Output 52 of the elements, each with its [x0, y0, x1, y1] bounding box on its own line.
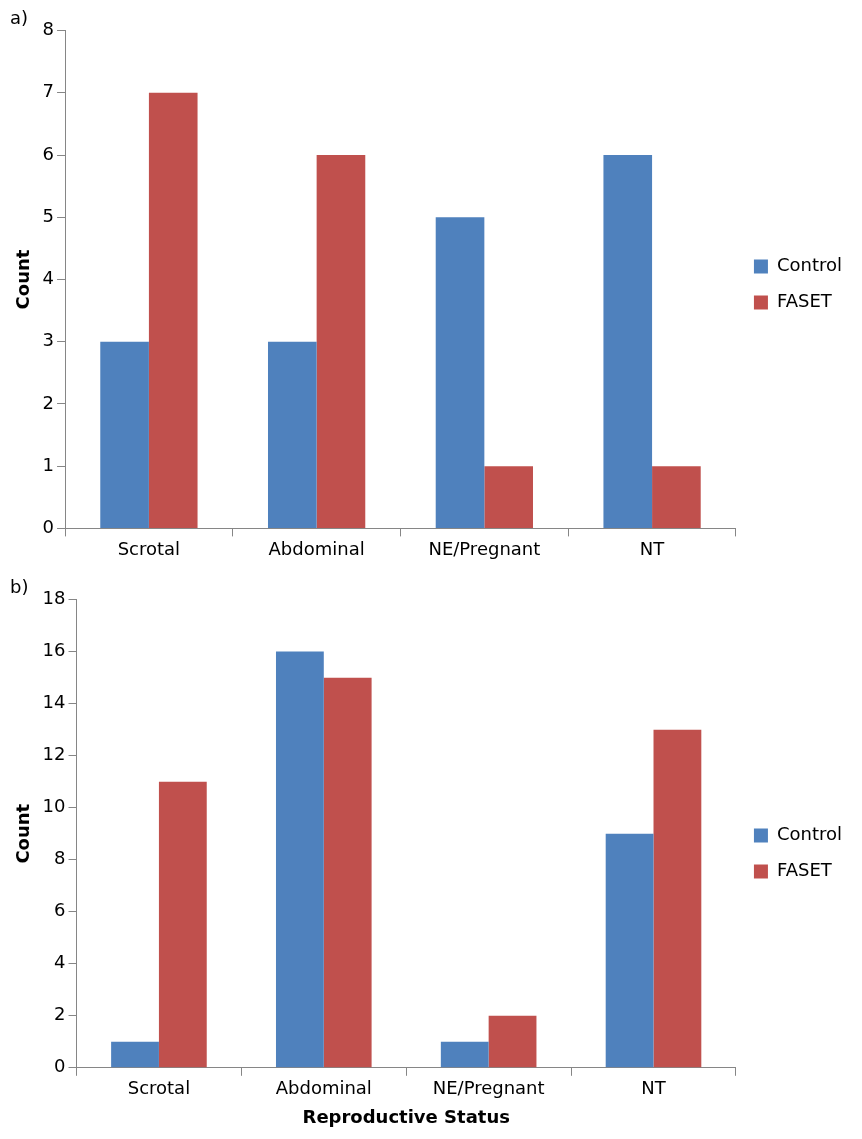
x-tick-label: Abdominal: [268, 537, 365, 559]
y-tick-label: 8: [42, 18, 55, 40]
bar: [605, 833, 654, 1068]
y-tick-label: 6: [54, 899, 66, 921]
y-tick-label: 10: [42, 795, 66, 817]
y-tick-label: 4: [54, 951, 66, 973]
bar: [100, 341, 149, 528]
bar: [488, 1015, 537, 1068]
y-tick-label: 7: [42, 80, 55, 102]
y-tick-label: 12: [42, 743, 66, 765]
legend-label: Control: [776, 254, 843, 276]
y-tick-label: 2: [42, 391, 55, 413]
y-tick-label: 0: [42, 516, 55, 538]
y-tick-label: 14: [42, 691, 66, 713]
x-tick-label: NE/Pregnant: [432, 1077, 545, 1099]
bar: [111, 1041, 159, 1068]
bar: [316, 155, 366, 528]
chart-title: a): [10, 7, 29, 29]
chart-title: b): [10, 576, 29, 598]
bar: [484, 466, 533, 528]
bar: [652, 466, 701, 528]
y-axis-title: Count: [12, 803, 34, 864]
bar: [267, 341, 317, 528]
x-tick-label: Scrotal: [117, 537, 181, 559]
y-tick-label: 3: [42, 329, 55, 351]
bar: [323, 677, 372, 1068]
x-tick-label: NE/Pregnant: [428, 537, 541, 559]
y-axis-title: Count: [12, 249, 34, 310]
legend-label: FASET: [776, 859, 833, 881]
y-tick-label: 18: [42, 587, 66, 609]
y-tick-label: 16: [42, 639, 66, 661]
bar: [275, 651, 324, 1068]
legend-label: Control: [776, 823, 843, 845]
x-tick-label: Scrotal: [127, 1077, 191, 1099]
bar: [653, 729, 702, 1068]
y-tick-label: 4: [42, 267, 55, 289]
legend-label: FASET: [776, 290, 833, 312]
x-tick-label: NT: [639, 537, 666, 559]
y-tick-label: 5: [42, 204, 55, 226]
bar: [148, 92, 198, 528]
bar: [435, 217, 485, 528]
x-axis-title: Reproductive Status: [302, 1105, 510, 1127]
bar: [603, 155, 653, 528]
bar: [158, 781, 207, 1068]
x-tick-label: Abdominal: [275, 1077, 372, 1099]
bar: [440, 1041, 489, 1068]
x-tick-label: NT: [641, 1077, 667, 1099]
y-tick-label: 8: [54, 847, 66, 869]
y-tick-label: 1: [42, 453, 55, 475]
y-tick-label: 0: [54, 1055, 66, 1077]
y-tick-label: 6: [42, 142, 55, 164]
y-tick-label: 2: [54, 1003, 66, 1025]
